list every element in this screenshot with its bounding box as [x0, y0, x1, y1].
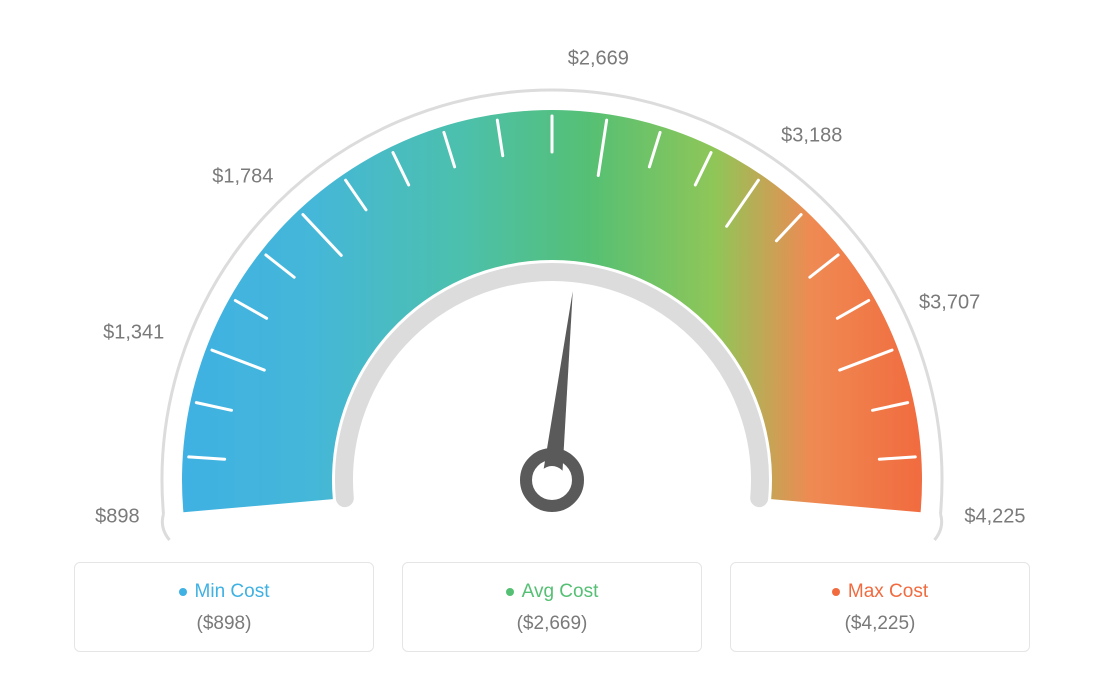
gauge-wrap: $898 $1,341 $1,784 $2,669 $3,188 $3,707 $4,225	[40, 20, 1064, 550]
legend-row: Min Cost ($898) Avg Cost ($2,669) Max Co…	[40, 562, 1064, 652]
legend-dot-max	[832, 588, 840, 596]
legend-card-min: Min Cost ($898)	[74, 562, 374, 652]
legend-dot-min	[179, 588, 187, 596]
legend-title-min: Min Cost	[179, 581, 270, 603]
cost-gauge-container: $898 $1,341 $1,784 $2,669 $3,188 $3,707 $4,225…	[0, 0, 1104, 690]
legend-card-max: Max Cost ($4,225)	[730, 562, 1030, 652]
legend-title-min-text: Min Cost	[195, 581, 270, 603]
gauge-tick-label: $1,784	[212, 166, 273, 189]
legend-title-max: Max Cost	[832, 581, 928, 603]
gauge-chart	[40, 20, 1064, 550]
legend-value-min: ($898)	[85, 613, 363, 635]
gauge-tick-label: $898	[95, 505, 140, 528]
legend-title-avg: Avg Cost	[506, 581, 599, 603]
legend-card-avg: Avg Cost ($2,669)	[402, 562, 702, 652]
legend-title-avg-text: Avg Cost	[522, 581, 599, 603]
gauge-tick-label: $4,225	[964, 505, 1025, 528]
legend-value-avg: ($2,669)	[413, 613, 691, 635]
gauge-tick-label: $3,707	[919, 292, 980, 315]
gauge-tick-label: $3,188	[781, 124, 842, 147]
gauge-tick-label: $1,341	[103, 322, 164, 345]
legend-value-max: ($4,225)	[741, 613, 1019, 635]
legend-dot-avg	[506, 588, 514, 596]
gauge-tick-label: $2,669	[568, 47, 629, 70]
legend-title-max-text: Max Cost	[848, 581, 928, 603]
